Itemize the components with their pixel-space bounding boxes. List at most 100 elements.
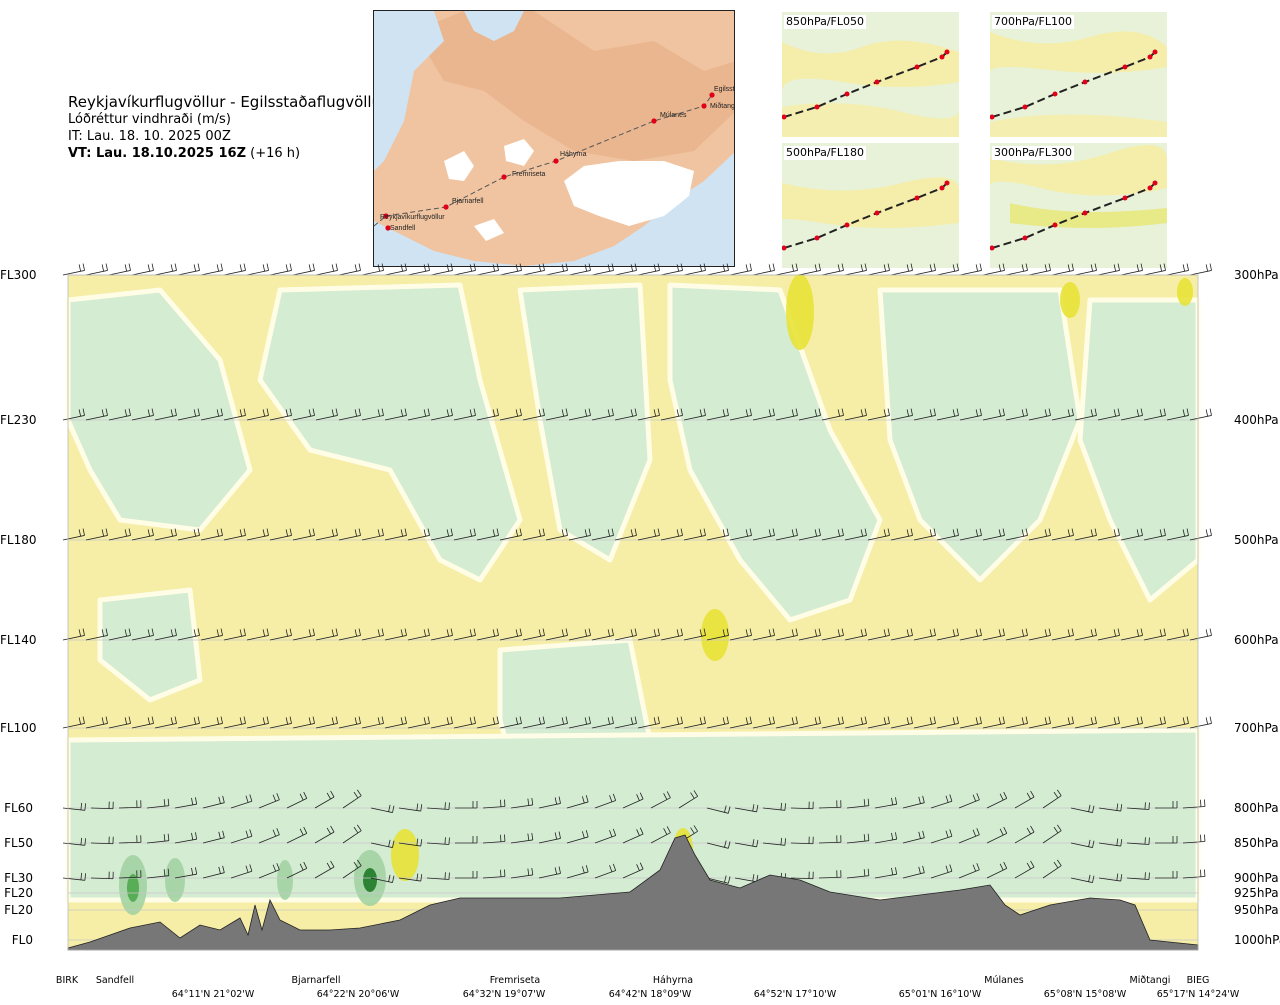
route-map-label: Reykjavíkurflugvöllur [380,214,445,221]
wind-barb [594,863,617,879]
wind-barb [844,716,867,729]
wind-barb [1074,716,1097,729]
wind-barb [200,528,223,541]
wind-barb [230,794,253,809]
wind-barb [650,791,671,809]
wind-barb [1166,628,1189,641]
wind-barb [1005,628,1028,641]
wind-barb [637,408,660,421]
wind-barb [568,528,591,541]
route-map-point [651,118,657,124]
downdraft-regions [65,282,1201,903]
wind-barb [729,628,752,641]
inset-map-700: 700hPa/FL100 [990,12,1167,137]
waypoint-label: Miðtangi [1129,975,1171,986]
wind-barb [269,528,292,541]
wind-barb [154,628,177,641]
wind-barb [1120,628,1143,641]
route-map-point [709,92,715,98]
wind-barb [683,716,706,729]
wind-barb [315,408,338,421]
wind-barb [913,716,936,729]
wind-barb [846,868,870,879]
wind-barb [614,628,637,641]
wind-barb [146,833,170,844]
wind-barb [1120,408,1143,421]
wind-barb [482,834,506,844]
left-level-label: FL100 [0,721,37,735]
route-map-point [443,204,449,210]
wind-barb [959,528,982,541]
wind-barb [62,263,85,276]
wind-barb [762,802,787,811]
wind-barb [1166,528,1189,541]
wind-barb [566,865,589,879]
wind-barb [154,528,177,541]
wind-barb [1028,716,1051,729]
wind-barb [453,628,476,641]
wind-barb [1166,408,1189,421]
inset-label: 500hPa/FL180 [784,146,867,160]
wind-barb [177,528,200,541]
wind-barb [455,801,478,809]
waypoint-label: Múlanes [984,975,1024,986]
wind-barb [315,716,338,729]
wind-barb [174,797,198,809]
wind-barb [545,263,568,276]
wind-barb [1074,628,1097,641]
coordinate-label: 65°08'N 15°08'W [1043,989,1127,1000]
strong-cell [127,874,139,902]
downdraft-region [257,282,523,583]
wind-barb [913,528,936,541]
route-map: Reykjavíkurflugvöllur Sandfell Bjarnarfell… [373,10,735,267]
inset-label: 300hPa/FL300 [992,146,1075,160]
wind-barb [202,830,225,844]
wind-barb [85,628,108,641]
wind-barb [591,716,614,729]
wind-barb [62,408,85,421]
wind-barb [430,628,453,641]
wind-barb [370,874,395,883]
wind-barb [660,408,683,421]
downdraft-region [667,282,883,623]
wind-barb [1042,859,1062,879]
inset-map-850: 850hPa/FL050 [782,12,959,137]
wind-barb [230,829,253,844]
wind-barb [729,528,752,541]
wind-barb [85,408,108,421]
inset-label: 700hPa/FL100 [992,15,1075,29]
route-map-label: Háhyrna [560,151,587,158]
wind-barb [729,716,752,729]
wind-barb [538,831,561,844]
strong-cell [277,860,293,900]
wind-barb [146,868,170,879]
wind-barb [361,528,384,541]
wind-barb [384,263,407,276]
wind-barb [510,797,534,809]
wind-barb [591,628,614,641]
inset-map-300: 300hPa/FL300 [990,143,1167,268]
route-map-label: Sandfell [390,225,416,232]
wind-barb [200,716,223,729]
wind-barb [338,528,361,541]
inset-map-500-svg [782,143,959,268]
inset-map-850-svg [782,12,959,137]
wind-barb [85,263,108,276]
strong-cells [119,274,1193,915]
wind-barb [818,835,842,844]
wind-barb [958,828,980,844]
wind-barb [752,628,775,641]
valid-offset: (+16 h) [250,146,301,161]
wind-barb [453,528,476,541]
wind-barb [775,528,798,541]
wind-barb [568,716,591,729]
left-level-label: FL140 [0,633,37,647]
wind-barb [314,860,335,879]
wind-barb [958,863,980,879]
wind-barb [844,263,867,276]
wind-barb [874,797,898,809]
wind-barb [683,408,706,421]
wind-barb [902,865,925,879]
wind-barb [118,835,142,844]
wind-barb [1143,263,1166,276]
